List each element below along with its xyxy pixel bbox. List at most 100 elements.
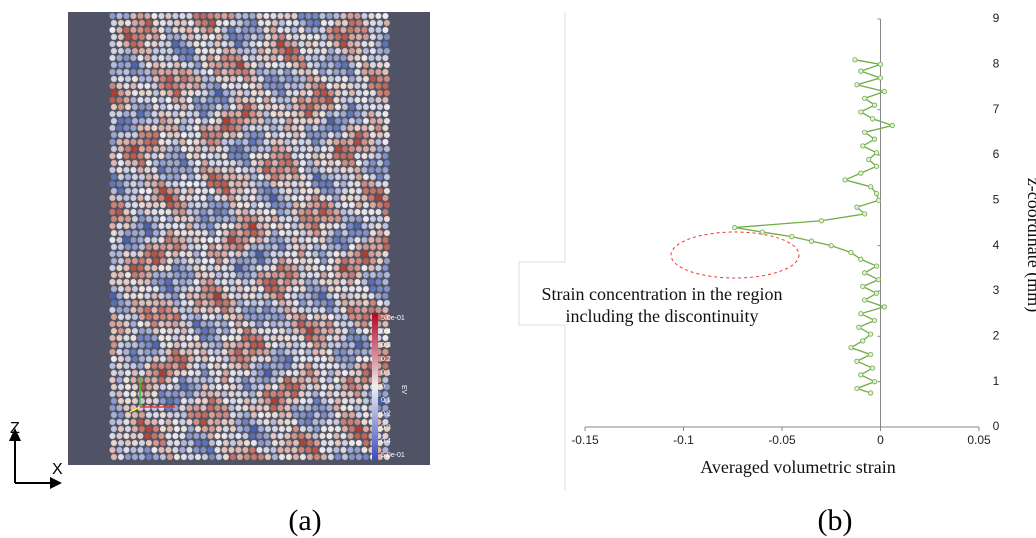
particle — [377, 146, 383, 152]
particle — [111, 412, 117, 418]
particle — [249, 391, 255, 397]
particle — [265, 398, 271, 404]
particle — [298, 167, 304, 173]
particle — [228, 111, 234, 117]
particle — [249, 167, 255, 173]
particle — [116, 83, 122, 89]
particle — [265, 76, 271, 82]
particle — [118, 440, 124, 446]
particle — [200, 419, 206, 425]
particle — [265, 118, 271, 124]
particle — [151, 293, 157, 299]
particle — [179, 209, 185, 215]
particle — [377, 230, 383, 236]
particle — [312, 69, 318, 75]
particle — [174, 426, 180, 432]
particle — [270, 27, 276, 33]
particle — [314, 244, 320, 250]
particle — [158, 391, 164, 397]
particle — [298, 27, 304, 33]
particle — [123, 349, 129, 355]
particle — [144, 139, 150, 145]
particle — [165, 321, 171, 327]
particle — [202, 118, 208, 124]
particle — [314, 160, 320, 166]
particle — [186, 69, 192, 75]
particle — [174, 412, 180, 418]
particle — [165, 195, 171, 201]
particle — [272, 370, 278, 376]
particle — [312, 153, 318, 159]
particle — [193, 13, 199, 19]
particle — [375, 97, 381, 103]
particle — [298, 335, 304, 341]
particle — [109, 167, 115, 173]
particle — [144, 405, 150, 411]
particle — [151, 195, 157, 201]
particle — [300, 342, 306, 348]
particle — [186, 181, 192, 187]
particle — [375, 27, 381, 33]
particle — [335, 412, 341, 418]
particle — [370, 258, 376, 264]
particle — [207, 419, 213, 425]
particle — [186, 447, 192, 453]
particle — [230, 300, 236, 306]
particle — [347, 111, 353, 117]
particle — [305, 83, 311, 89]
particle — [279, 20, 285, 26]
particle — [270, 251, 276, 257]
particle — [207, 111, 213, 117]
data-point — [733, 225, 737, 229]
particle — [111, 328, 117, 334]
particle — [160, 314, 166, 320]
particle — [179, 419, 185, 425]
particle — [202, 34, 208, 40]
particle — [312, 363, 318, 369]
particle — [125, 188, 131, 194]
particle — [221, 167, 227, 173]
particle — [333, 139, 339, 145]
particle — [300, 426, 306, 432]
particle — [209, 454, 215, 460]
particle — [237, 356, 243, 362]
particle — [188, 412, 194, 418]
particle — [340, 111, 346, 117]
particle — [384, 286, 390, 292]
particle — [130, 363, 136, 369]
particle — [172, 153, 178, 159]
particle — [174, 398, 180, 404]
particle — [258, 202, 264, 208]
particle — [258, 230, 264, 236]
particle — [111, 118, 117, 124]
particle — [223, 104, 229, 110]
particle — [144, 83, 150, 89]
particle — [326, 307, 332, 313]
particle — [265, 286, 271, 292]
x-tick-label: -0.1 — [673, 433, 694, 447]
particle — [258, 62, 264, 68]
particle — [228, 237, 234, 243]
particle — [200, 349, 206, 355]
particle — [151, 279, 157, 285]
particle — [314, 272, 320, 278]
particle — [293, 146, 299, 152]
particle — [335, 188, 341, 194]
particle — [181, 76, 187, 82]
particle — [165, 237, 171, 243]
particle — [298, 237, 304, 243]
particle — [284, 195, 290, 201]
particle — [160, 216, 166, 222]
particle — [256, 125, 262, 131]
particle — [342, 118, 348, 124]
particle — [312, 265, 318, 271]
particle — [153, 62, 159, 68]
particle — [116, 195, 122, 201]
particle — [291, 293, 297, 299]
particle — [335, 314, 341, 320]
particle — [202, 20, 208, 26]
particle — [251, 272, 257, 278]
particle — [265, 104, 271, 110]
particle — [375, 195, 381, 201]
particle — [328, 202, 334, 208]
